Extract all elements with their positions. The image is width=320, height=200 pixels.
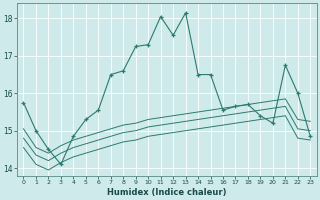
X-axis label: Humidex (Indice chaleur): Humidex (Indice chaleur) (107, 188, 227, 197)
